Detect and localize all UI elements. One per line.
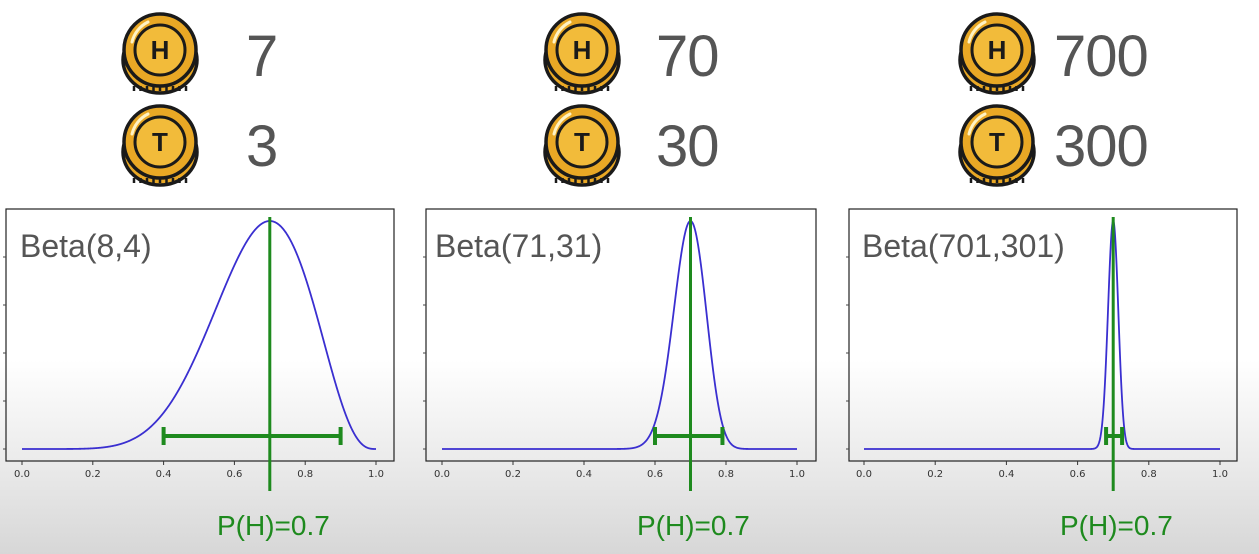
x-tick-label: 0.8 [297,469,313,480]
plot-frame [848,208,1238,462]
tails-coin-icon: T [958,104,1036,187]
x-tick-label: 0.2 [505,469,521,480]
x-tick-label: 1.0 [368,469,384,480]
tails-count: 300 [1054,114,1149,179]
probability-caption: P(H)=0.7 [637,510,750,541]
beta-pdf-curve [864,219,1220,450]
heads-coin-icon: H [958,12,1036,95]
probability-caption: P(H)=0.7 [217,510,330,541]
heads-count: 700 [1054,24,1149,89]
x-tick-label: 1.0 [789,469,805,480]
x-tick-label: 0.0 [856,469,872,480]
x-tick-label: 0.8 [1141,469,1157,480]
chart-title: Beta(8,4) [20,228,152,264]
probability-caption: P(H)=0.7 [1060,510,1173,541]
tails-count: 3 [246,114,278,179]
x-tick-label: 0.0 [434,469,450,480]
chart-title: Beta(71,31) [435,228,602,264]
beta-chart-svg: 0.0 0.2 0.4 0.6 0.8 1.0 Beta(701,301) [846,208,1238,491]
plot-frame [425,208,817,462]
svg-text:T: T [574,127,590,157]
x-tick-label: 0.2 [85,469,101,480]
x-tick-label: 0.6 [226,469,242,480]
x-tick-label: 0.6 [1070,469,1086,480]
heads-count: 7 [246,24,278,89]
beta-pdf-curve [22,220,376,450]
x-tick-label: 0.2 [927,469,943,480]
beta-chart-svg: 0.0 0.2 0.4 0.6 0.8 1.0 Beta(8,4) [3,208,395,491]
svg-text:T: T [989,127,1005,157]
beta-chart-panel: 0.0 0.2 0.4 0.6 0.8 1.0 Beta(71,31) [421,207,821,507]
x-tick-label: 0.8 [718,469,734,480]
tails-coin-icon: T [543,104,621,187]
beta-chart-svg: 0.0 0.2 0.4 0.6 0.8 1.0 Beta(71,31) [423,208,817,491]
svg-text:H: H [151,35,170,65]
beta-chart-panel: 0.0 0.2 0.4 0.6 0.8 1.0 Beta(701,301) [843,207,1243,507]
x-tick-label: 1.0 [1212,469,1228,480]
plot-frame [5,208,395,462]
x-tick-label: 0.4 [156,469,172,480]
heads-coin-icon: H [543,12,621,95]
tails-count: 30 [656,114,720,179]
x-tick-label: 0.4 [998,469,1014,480]
x-tick-label: 0.6 [647,469,663,480]
svg-text:H: H [988,35,1007,65]
beta-chart-panel: 0.0 0.2 0.4 0.6 0.8 1.0 Beta(8,4) [0,207,400,507]
x-tick-label: 0.4 [576,469,592,480]
x-tick-label: 0.0 [14,469,30,480]
svg-text:T: T [152,127,168,157]
tails-coin-icon: T [121,104,199,187]
heads-coin-icon: H [121,12,199,95]
heads-count: 70 [656,24,720,89]
chart-title: Beta(701,301) [862,228,1065,264]
beta-pdf-curve [442,220,797,450]
svg-text:H: H [573,35,592,65]
